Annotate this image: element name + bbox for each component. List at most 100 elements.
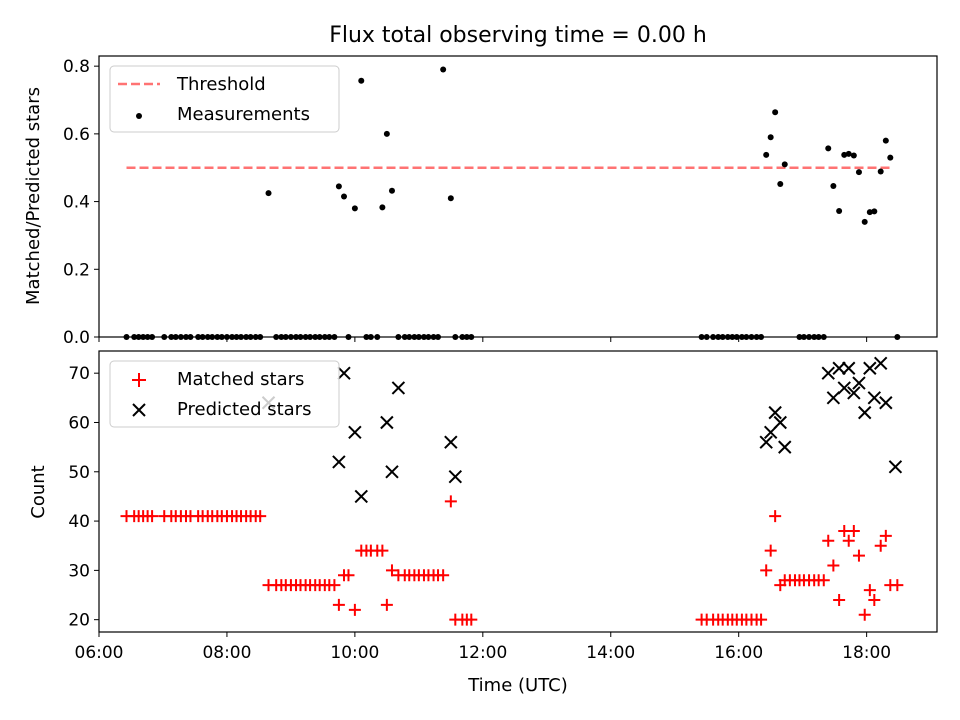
x-tick-label: 12:00 <box>458 643 507 663</box>
upper-panel: 0.0 0.2 0.4 0.6 0.8 <box>63 55 938 348</box>
x-tick-label: 06:00 <box>75 643 124 663</box>
x-axis-label: Time (UTC) <box>467 675 568 696</box>
predicted-stars-point <box>837 381 851 395</box>
matched-stars-point <box>376 544 389 557</box>
upper-ytick-label: 0.4 <box>63 193 90 213</box>
predicted-stars-point <box>444 435 458 449</box>
upper-legend-box <box>109 65 340 133</box>
measurements-point <box>383 130 390 137</box>
upper-ytick-label: 0.6 <box>63 125 90 145</box>
measurements-point <box>877 168 884 175</box>
upper-ytick-label: 0.8 <box>63 57 90 77</box>
lower-ytick-label: 30 <box>68 561 90 581</box>
matched-stars-point <box>385 564 398 577</box>
predicted-stars-point <box>832 361 846 375</box>
lower-ytick-label: 50 <box>68 463 90 483</box>
lower-ytick-label: 70 <box>68 364 90 384</box>
measurements-point <box>781 161 788 168</box>
matched-stars-point <box>822 534 835 547</box>
predicted-stars-point <box>354 489 368 504</box>
matched-stars-point <box>254 510 267 523</box>
matched-stars-point <box>868 593 881 606</box>
predicted-stars-point <box>858 405 872 420</box>
predicted-stars-point <box>773 415 787 430</box>
measurements-point <box>772 109 779 116</box>
threshold-legend-label: Threshold <box>176 74 266 95</box>
measurements-point <box>861 218 868 225</box>
measurements-point <box>351 205 358 212</box>
lower-ytick-label: 20 <box>68 611 90 631</box>
predicted-stars-point <box>826 391 841 405</box>
matched-stars-point <box>852 549 865 562</box>
x-tick-label: 10:00 <box>330 643 379 663</box>
predicted-stars-point <box>759 435 773 449</box>
matched-legend-marker <box>132 373 146 387</box>
lower-axes-frame <box>98 350 938 633</box>
lower-ytick-label: 40 <box>68 512 90 532</box>
predicted-stars-point <box>879 396 893 410</box>
matched-stars-point <box>328 579 341 592</box>
measurements-point <box>825 145 832 152</box>
matched-stars-point <box>755 613 768 626</box>
matched-stars-point <box>332 598 345 611</box>
matched-stars-point <box>874 539 887 552</box>
matched-stars-point <box>891 579 904 592</box>
measurements-point <box>866 209 873 216</box>
measurements-point <box>830 183 837 190</box>
measurements-point <box>358 77 365 84</box>
predicted-stars-point <box>852 376 866 390</box>
predicted-stars-point <box>778 440 792 454</box>
x-tick-label: 16:00 <box>714 643 763 663</box>
measurements-point <box>845 150 852 157</box>
measurements-point <box>836 208 843 215</box>
upper-legend: Threshold Measurements <box>109 65 340 133</box>
x-tick-label: 14:00 <box>586 643 635 663</box>
predicted-legend-marker <box>132 403 146 417</box>
measurements-point <box>887 154 894 161</box>
matched-stars-point <box>760 564 773 577</box>
matched-stars-point <box>465 613 478 626</box>
x-tick-label: 18:00 <box>842 643 891 663</box>
measurements-point <box>341 193 348 200</box>
measurements-point <box>841 151 848 158</box>
matched-stars-point <box>348 603 361 616</box>
predicted-stars-point <box>842 361 856 375</box>
measurements-point <box>440 66 447 73</box>
lower-ylabel: Count <box>28 465 49 518</box>
predicted-stars-point <box>873 356 888 371</box>
matched-stars-point <box>827 559 840 572</box>
upper-ylabel: Matched/Predicted stars <box>23 87 44 305</box>
matched-stars-point <box>847 524 860 537</box>
measurements-point <box>871 208 878 215</box>
measurements-point <box>265 190 272 197</box>
measurements-point <box>777 180 784 187</box>
upper-axes-frame <box>98 55 938 338</box>
predicted-stars-point <box>391 381 406 395</box>
predicted-stars-point <box>847 386 861 400</box>
matched-stars-point <box>444 495 457 508</box>
matched-stars-point <box>764 544 777 557</box>
matched-stars-point <box>879 529 892 542</box>
x-tick-label: 08:00 <box>202 643 251 663</box>
predicted-legend-label: Predicted stars <box>177 399 311 420</box>
lower-ytick-label: 60 <box>68 413 90 433</box>
matched-legend-label: Matched stars <box>177 369 304 390</box>
matched-stars-point <box>769 510 782 523</box>
predicted-stars-point <box>380 415 394 430</box>
predicted-stars-point <box>348 425 362 440</box>
predicted-stars-point <box>867 391 882 405</box>
measurements-point <box>763 151 770 158</box>
measurements-legend-label: Measurements <box>177 104 310 125</box>
matched-stars-point <box>858 608 871 621</box>
predicted-stars-point <box>768 405 782 420</box>
upper-ytick-label: 0.0 <box>63 328 90 348</box>
matched-stars-point <box>842 534 855 547</box>
lower-panel: 20 30 40 50 60 70 06:00 08:00 10:00 12:00 14:00 16:… <box>68 350 938 663</box>
matched-stars-point <box>833 593 846 606</box>
matched-stars-point <box>817 574 830 587</box>
matched-stars-point <box>342 569 355 582</box>
matched-stars-point <box>437 569 450 582</box>
predicted-stars-point <box>385 465 399 479</box>
predicted-stars-point <box>332 455 346 469</box>
